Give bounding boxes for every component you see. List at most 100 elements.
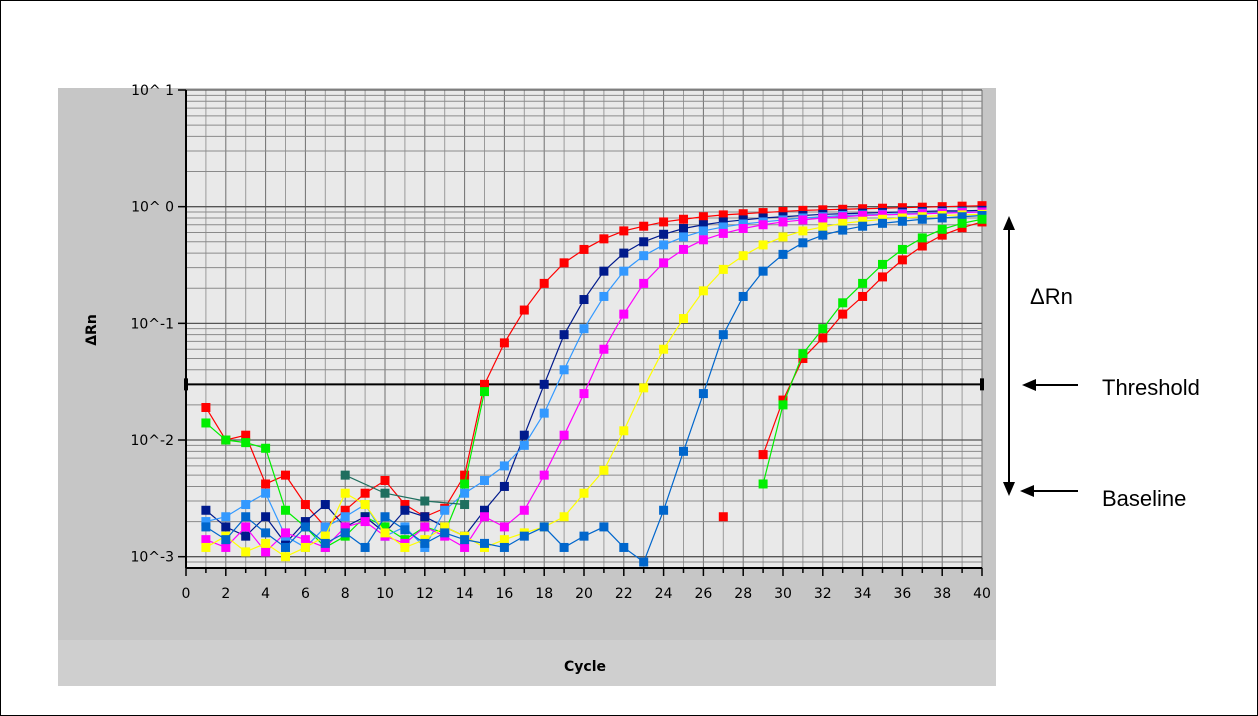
data-point	[838, 225, 848, 235]
data-point	[698, 389, 708, 399]
data-point	[221, 512, 231, 522]
data-point	[261, 538, 271, 548]
data-point	[579, 244, 589, 254]
data-point	[878, 218, 887, 228]
data-point	[639, 251, 649, 261]
data-point	[599, 522, 609, 532]
data-point	[579, 324, 589, 334]
x-tick-label: 24	[655, 586, 673, 602]
data-point	[539, 408, 549, 418]
series-line	[205, 205, 983, 528]
data-point	[400, 500, 410, 510]
data-point	[460, 500, 470, 510]
x-tick-label: 34	[854, 586, 872, 602]
data-point	[838, 298, 848, 308]
data-point	[698, 235, 708, 245]
data-point	[659, 240, 669, 250]
data-point	[420, 512, 430, 522]
data-point	[460, 479, 470, 489]
data-point	[221, 542, 231, 552]
data-point	[281, 528, 290, 538]
data-point	[420, 522, 430, 532]
x-tick-label: 32	[814, 586, 832, 602]
data-point	[201, 402, 211, 412]
data-point	[300, 542, 310, 552]
x-tick-label: 12	[416, 586, 434, 602]
data-point	[340, 488, 350, 498]
data-point	[838, 309, 848, 319]
data-point	[778, 206, 788, 216]
data-point	[400, 505, 410, 515]
data-point	[758, 266, 768, 276]
data-point	[201, 535, 211, 545]
x-tick-label: 10	[376, 586, 394, 602]
data-point	[480, 505, 489, 515]
data-point	[559, 512, 569, 522]
data-point	[281, 552, 290, 562]
data-point	[818, 333, 828, 343]
threshold-line	[184, 378, 984, 391]
y-tick-label: 10^-3	[130, 550, 174, 566]
data-point	[241, 547, 251, 557]
data-point	[380, 528, 390, 538]
data-point	[221, 435, 231, 445]
x-tick-label: 4	[261, 586, 270, 602]
x-tick-label: 20	[575, 586, 593, 602]
data-point	[460, 542, 470, 552]
data-point	[758, 450, 768, 460]
data-point	[440, 528, 450, 538]
data-point	[499, 535, 509, 545]
y-tick-label: 10^ 1	[131, 83, 174, 99]
data-point	[619, 248, 629, 258]
x-axis-title: Cycle	[564, 659, 606, 675]
data-point	[201, 542, 211, 552]
data-point	[858, 291, 868, 301]
data-point	[360, 488, 370, 498]
data-point	[798, 349, 808, 359]
baseline-label: Baseline	[1102, 486, 1186, 511]
data-point	[360, 512, 370, 522]
data-point	[440, 522, 450, 532]
data-point	[698, 226, 708, 236]
data-point	[320, 531, 330, 541]
x-tick-label: 18	[535, 586, 553, 602]
data-point	[241, 430, 251, 440]
data-point	[300, 535, 310, 545]
threshold-label: Threshold	[1102, 375, 1200, 400]
data-point	[221, 535, 231, 545]
data-point	[718, 222, 728, 232]
data-point	[599, 266, 609, 276]
data-point	[400, 525, 410, 535]
series-10	[758, 214, 987, 489]
data-point	[380, 475, 390, 485]
series-line	[344, 474, 465, 506]
data-point	[878, 272, 887, 282]
data-point	[261, 547, 271, 557]
data-point	[201, 418, 211, 428]
data-point	[639, 278, 649, 288]
series-8	[718, 512, 728, 522]
data-point	[460, 488, 470, 498]
data-point	[619, 542, 629, 552]
data-point	[858, 211, 868, 221]
data-point	[639, 237, 649, 247]
data-point	[320, 538, 330, 548]
data-point	[639, 557, 649, 567]
data-point	[679, 446, 688, 456]
data-point	[241, 531, 251, 541]
data-point	[460, 470, 470, 480]
data-point	[559, 430, 569, 440]
data-point	[320, 500, 330, 510]
data-point	[818, 213, 828, 223]
data-point	[698, 220, 708, 230]
data-point	[579, 531, 589, 541]
data-point	[241, 438, 251, 448]
data-point	[639, 383, 649, 393]
data-point	[718, 210, 728, 220]
data-point	[838, 218, 848, 228]
data-point	[480, 538, 489, 548]
y-tick-labels: 10^ 1 10^ 0 10^-1 10^-2 10^-3	[130, 83, 174, 566]
data-point	[300, 500, 310, 510]
data-point	[261, 528, 271, 538]
data-point	[679, 224, 688, 234]
